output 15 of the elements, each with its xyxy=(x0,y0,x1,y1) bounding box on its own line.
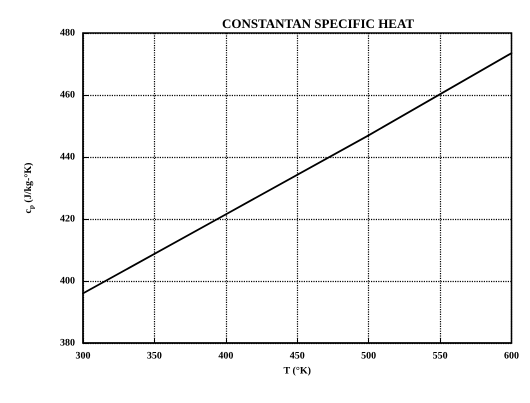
y-tick-label: 400 xyxy=(60,276,75,286)
x-tick-label: 500 xyxy=(361,350,376,362)
y-tick-label: 440 xyxy=(60,152,75,162)
y-tick-label: 380 xyxy=(60,338,75,348)
y-tick-label: 460 xyxy=(60,90,75,100)
y-tick-label: 480 xyxy=(60,28,75,38)
x-tick-label: 450 xyxy=(290,350,305,362)
x-tick-label: 550 xyxy=(432,350,448,362)
chart-title: CONSTANTAN SPECIFIC HEAT xyxy=(222,16,414,31)
x-tick-label: 350 xyxy=(146,350,162,362)
x-tick-label: 600 xyxy=(504,350,519,362)
x-tick-label: 300 xyxy=(76,350,90,362)
x-tick-label: 400 xyxy=(218,350,234,362)
x-axis-title: T (°K) xyxy=(284,365,311,376)
y-tick-label: 420 xyxy=(60,214,75,224)
